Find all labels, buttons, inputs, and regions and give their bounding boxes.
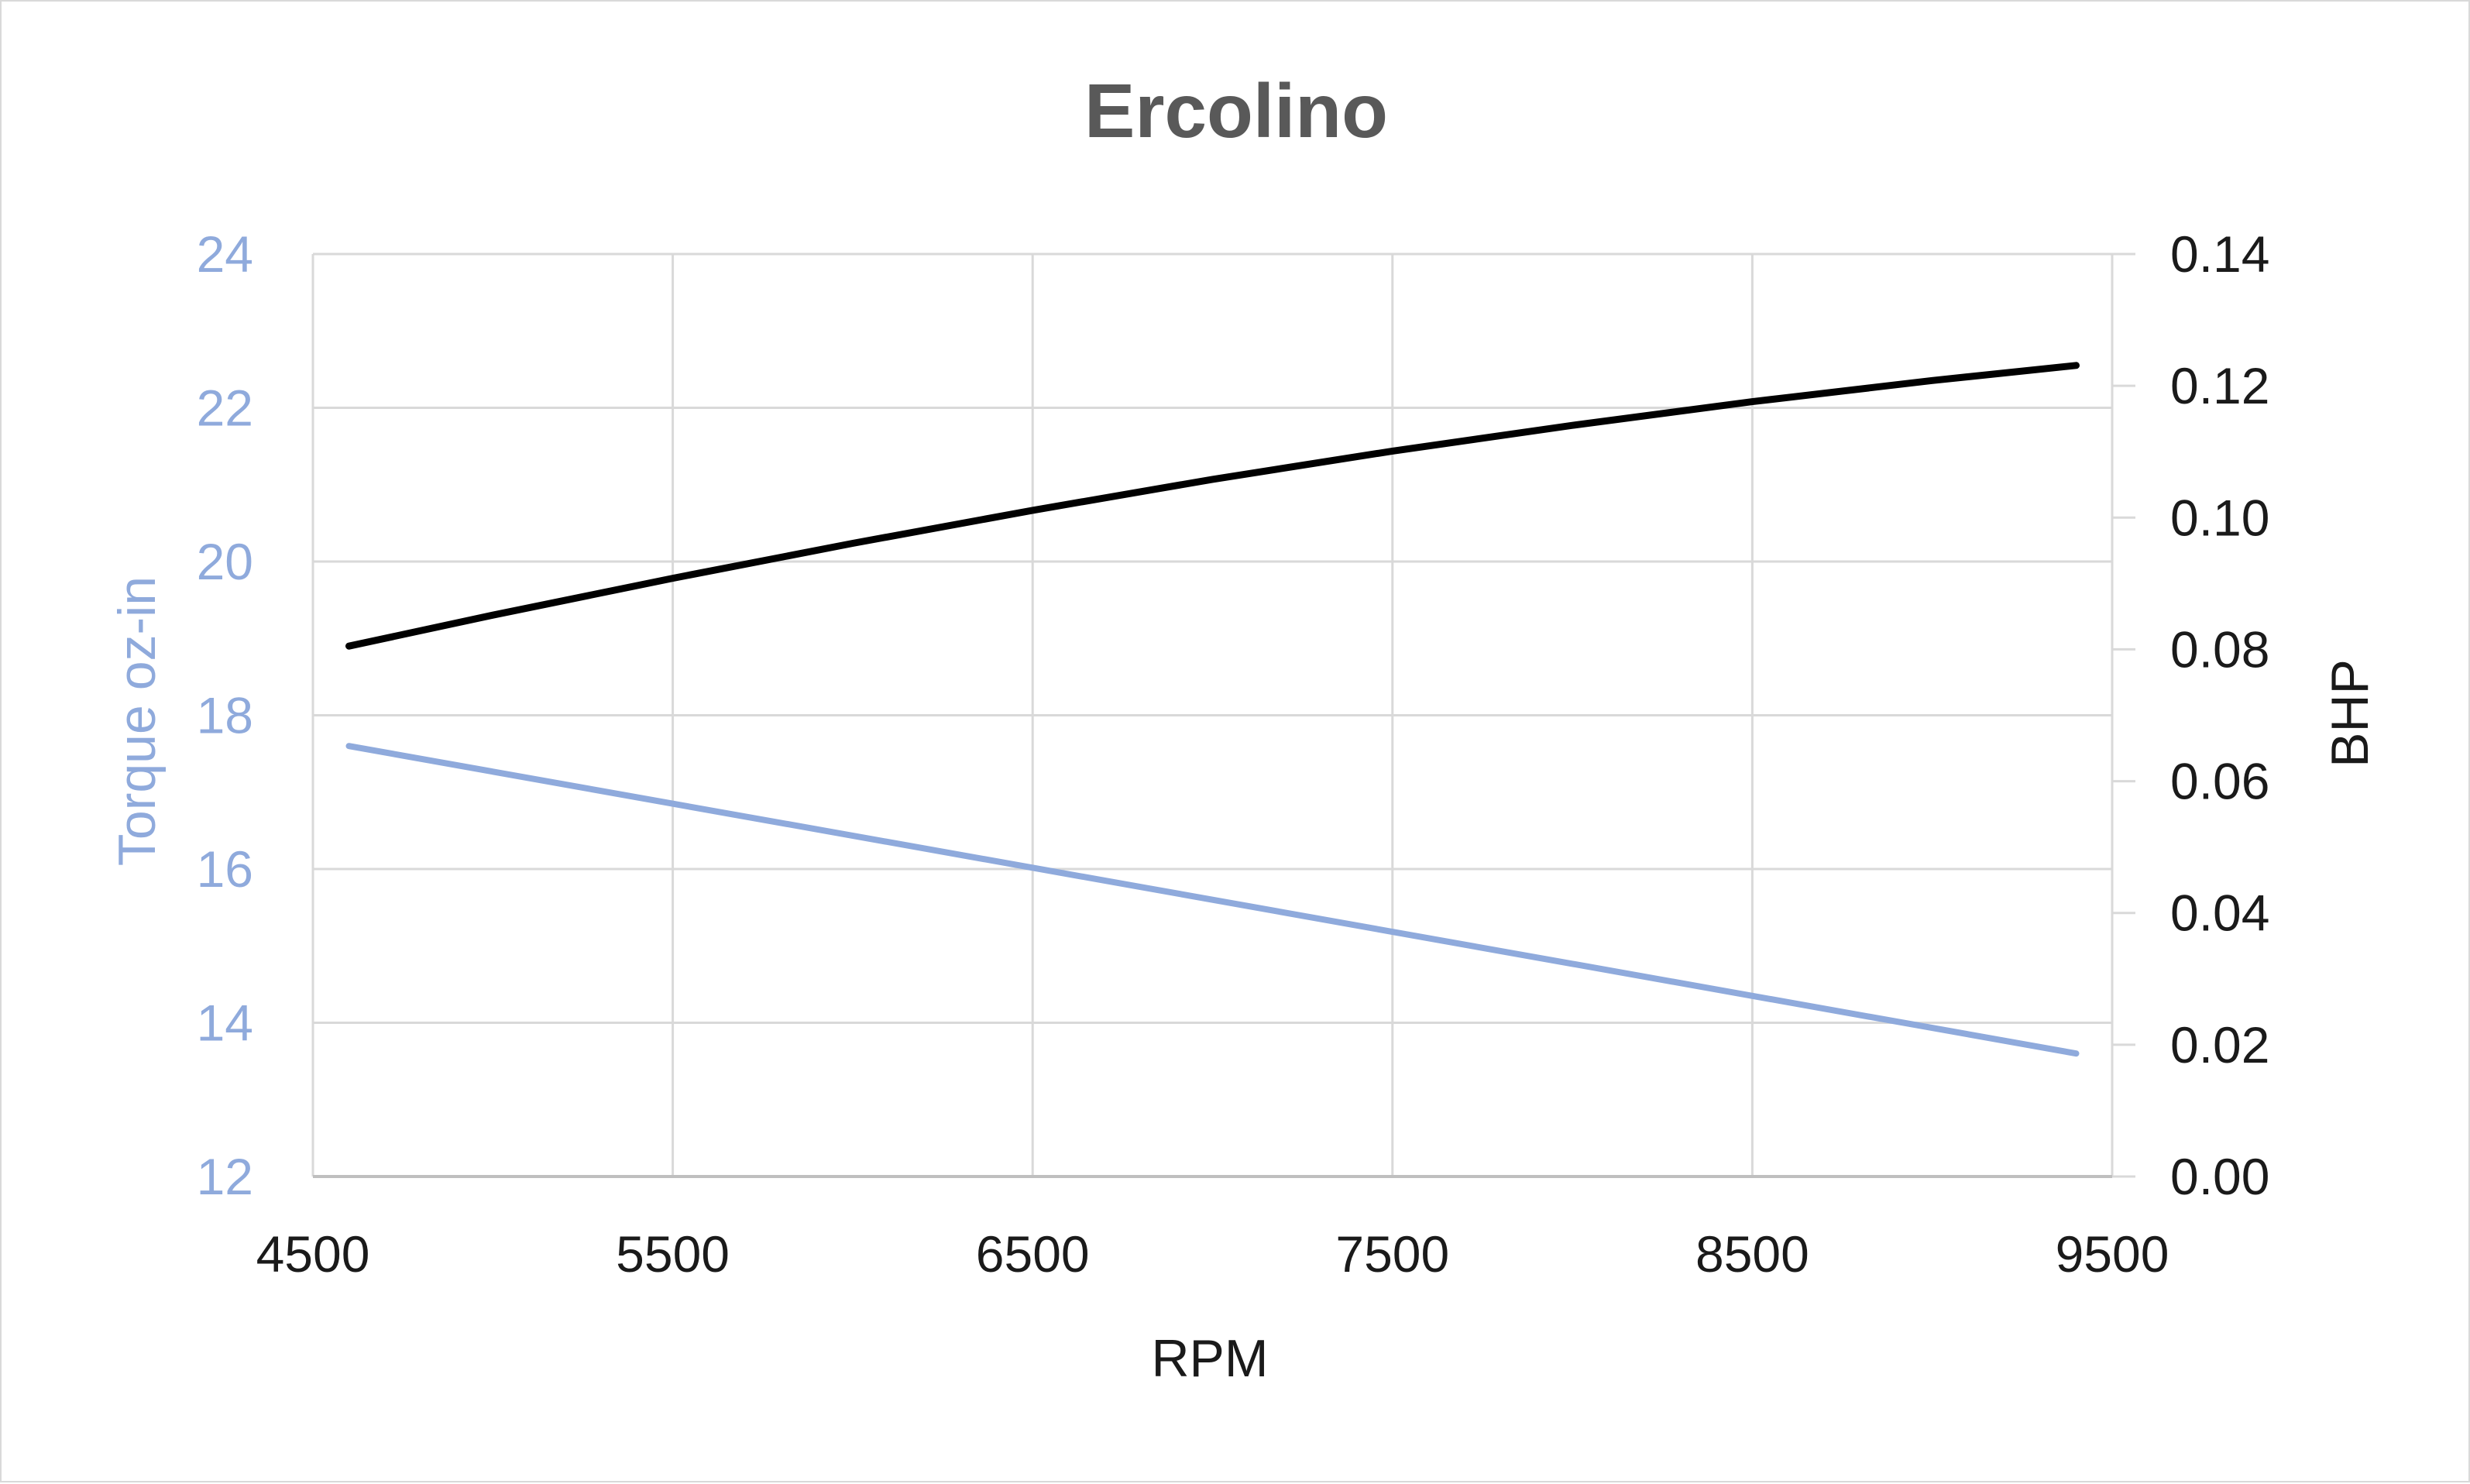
y-left-tick-label: 22 <box>197 380 253 437</box>
y-left-tick-label: 12 <box>197 1148 253 1205</box>
bhp-series-line <box>345 362 2080 650</box>
x-tick-label: 9500 <box>2056 1225 2169 1283</box>
y-right-tick-label: 0.14 <box>2170 225 2269 283</box>
y-left-tick-label: 16 <box>197 840 253 898</box>
x-tick-label: 5500 <box>616 1225 730 1283</box>
y-left-tick-label: 14 <box>197 994 253 1052</box>
y-right-tick-label: 0.08 <box>2170 620 2269 678</box>
series-layer <box>345 362 2080 1057</box>
y-right-tick-label: 0.00 <box>2170 1148 2269 1205</box>
x-axis-title: RPM <box>1151 1329 1268 1388</box>
y-right-tick-label: 0.02 <box>2170 1016 2269 1073</box>
x-tick-label: 6500 <box>976 1225 1090 1283</box>
y-left-tick-label: 18 <box>197 687 253 744</box>
y-right-tick-label: 0.04 <box>2170 885 2269 942</box>
torque-series-line <box>345 743 2080 1057</box>
grid-layer <box>313 252 2112 1177</box>
x-tick-label: 4500 <box>256 1225 370 1283</box>
y-right-tick-label: 0.10 <box>2170 489 2269 546</box>
y-left-axis-title: Torque oz-in <box>108 576 167 866</box>
x-tick-label: 8500 <box>1695 1225 1809 1283</box>
y-right-axis-title: BHP <box>2321 659 2379 768</box>
ticks-layer: 4500 5500 6500 7500 8500 9500 12 14 16 18 20 22 24 0.… <box>197 225 2270 1283</box>
y-left-tick-label: 20 <box>197 533 253 590</box>
y-left-tick-label: 24 <box>197 225 253 283</box>
axes-layer <box>311 252 2135 1178</box>
chart-title: Ercolino <box>1084 68 1388 153</box>
y-right-tick-label: 0.12 <box>2170 357 2269 414</box>
x-tick-label: 7500 <box>1335 1225 1449 1283</box>
y-right-tick-label: 0.06 <box>2170 753 2269 810</box>
